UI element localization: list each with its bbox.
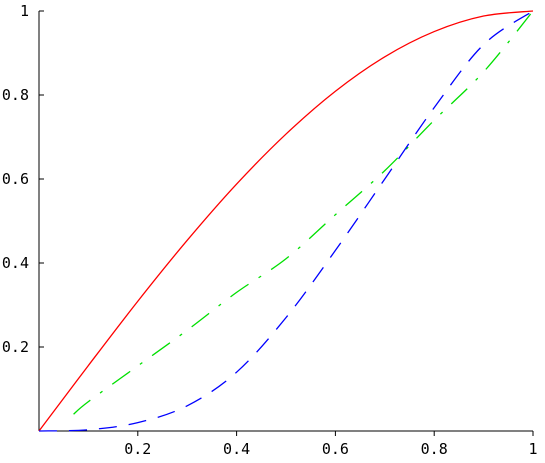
- x-tick-label: 0.6: [322, 440, 349, 458]
- x-axis-ticks: 0.2 0.4 0.6 0.8 1: [124, 431, 538, 458]
- x-tick-label: 1: [528, 440, 537, 458]
- x-tick-label: 0.4: [223, 440, 250, 458]
- y-tick-label: 0.4: [2, 254, 29, 272]
- y-tick-label: 1: [20, 2, 29, 20]
- series-line-3: [38, 10, 534, 432]
- x-tick-label: 0.8: [421, 440, 448, 458]
- series-line-1: [38, 10, 534, 432]
- series-group: [38, 10, 534, 432]
- x-tick-label: 0.2: [124, 440, 151, 458]
- series-line-2: [73, 10, 534, 415]
- y-tick-label: 0.2: [2, 338, 29, 356]
- y-tick-label: 0.6: [2, 170, 29, 188]
- y-tick-label: 0.8: [2, 86, 29, 104]
- y-axis-ticks: 0.2 0.4 0.6 0.8 1: [2, 2, 44, 356]
